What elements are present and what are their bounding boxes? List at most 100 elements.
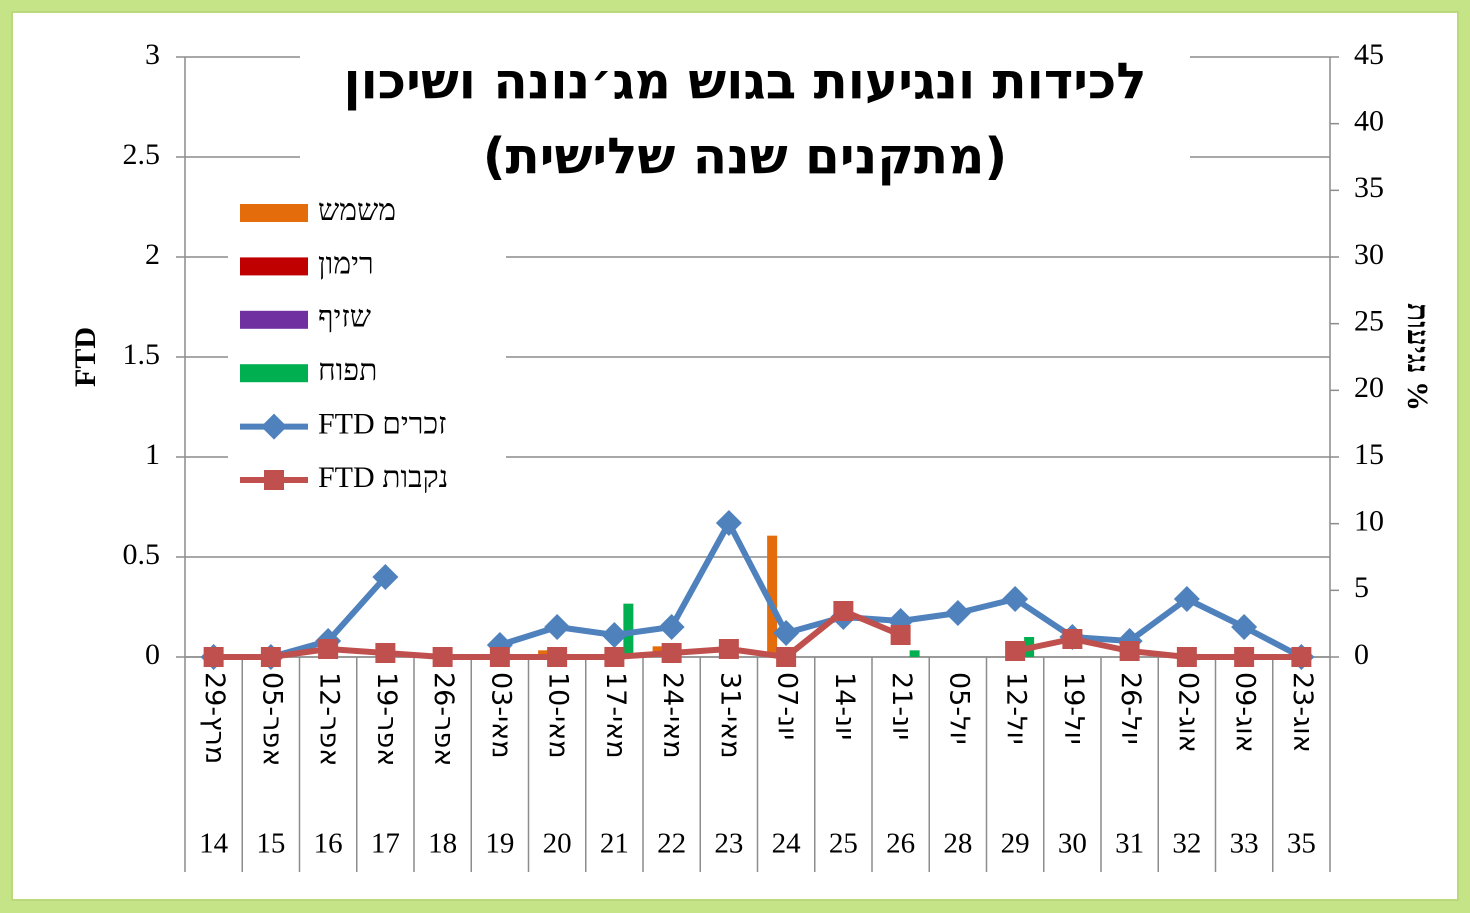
bar [909,650,920,657]
x-tick-label: 07-יונ [772,672,803,740]
x-tick-label: 26-אפר [428,672,459,766]
legend-swatch [240,310,308,329]
legend-swatch [240,364,308,383]
legend-bg [228,190,506,502]
legend: משמש רימון שזיף תפוח זכרים FTD נקבות FTD [228,190,506,502]
week-label: 35 [1287,828,1316,860]
legend-label: רימון [318,247,374,280]
line-marker [375,643,396,663]
line-marker [372,564,399,590]
week-label: 28 [943,828,972,860]
y2-tick-label: 15 [1354,438,1384,471]
line-marker [715,510,742,536]
week-label: 32 [1172,828,1201,860]
x-tick-label: 05-אפר [256,672,287,766]
x-tick-label: 19-אפר [371,672,402,766]
x-tick-label: 19-יול [1058,672,1089,745]
week-label: 24 [772,828,802,860]
line-marker [773,620,800,646]
week-label: 17 [371,828,400,860]
legend-label: נקבות FTD [318,461,448,494]
line-marker [432,647,453,667]
line-marker [547,647,568,667]
x-tick-label: 05-יול [943,672,974,745]
y2-tick-label: 45 [1354,38,1384,71]
legend-label: זכרים FTD [318,407,447,440]
x-tick-label: 14-יונ [829,672,860,740]
week-label: 25 [829,828,858,860]
x-tick-label: 12-יול [1001,672,1032,745]
y-axis-label: FTD [69,327,102,387]
line-marker [1173,586,1200,612]
week-label: 31 [1115,828,1144,860]
y-tick-label: 0 [145,638,160,671]
line-marker [601,622,628,648]
line-marker [604,647,625,667]
legend-label: משמש [318,194,396,227]
line-marker [1119,641,1140,661]
x-tick-label: 09-אוג [1230,672,1261,753]
week-label: 18 [428,828,457,860]
line-marker [318,639,339,659]
y-tick-label: 3 [145,38,160,71]
y2-tick-label: 0 [1354,638,1369,671]
legend-swatch [240,257,308,276]
legend-label: שזיף [318,301,371,334]
legend-swatch [240,204,308,222]
y-tick-label: 1 [145,438,160,471]
line-marker [658,614,685,640]
legend-marker [264,470,284,490]
line-marker [1062,629,1083,649]
y-tick-label: 2.5 [123,138,161,171]
title-bg [300,50,1190,185]
line-marker [661,643,682,663]
line-marker [776,647,797,667]
line-marker [833,601,854,621]
x-tick-label: 29-מרץ [199,672,230,764]
week-label: 23 [714,828,743,860]
x-tick-label: 26-יול [1115,672,1146,745]
line-marker [1176,647,1197,667]
y-tick-label: 0.5 [123,538,161,571]
week-label: 26 [886,828,915,860]
chart-subtitle: (מתקנים שנה שלישית) [483,128,1007,186]
week-label: 19 [485,828,514,860]
week-label: 29 [1001,828,1030,860]
line-marker [544,614,571,640]
y2-tick-label: 25 [1354,305,1384,338]
x-tick-label: 24-מאי [657,672,688,759]
x-tick-label: 21-יונ [886,672,917,740]
x-tick-label: 23-אוג [1287,672,1318,753]
x-tick-label: 31-מאי [714,672,745,759]
line-marker [489,647,510,667]
y-tick-label: 1.5 [123,338,161,371]
x-tick-label: 02-אוג [1172,672,1203,753]
line-marker [718,639,739,659]
x-tick-label: 12-אפר [314,672,345,766]
line-marker [260,647,281,667]
y2-tick-label: 35 [1354,171,1384,204]
chart-title: לכידות ונגיעות בגוש מג׳נונה ושיכון [343,53,1146,111]
y2-tick-label: 5 [1354,571,1369,604]
legend-label: תפוח [318,354,377,387]
x-tick-label: 10-מאי [543,672,574,759]
lines [200,510,1315,670]
y2-tick-label: 40 [1354,105,1384,138]
line-marker [1291,647,1312,667]
line-marker [203,647,224,667]
line-marker [1005,641,1026,661]
week-label: 20 [543,828,572,860]
week-label: 33 [1230,828,1259,860]
week-label: 14 [199,828,229,860]
line-marker [1234,647,1255,667]
x-tick-label: 17-מאי [600,672,631,759]
y2-axis-label: % נגיעות [1401,303,1434,411]
legend-marker [261,413,287,440]
line-marker [944,600,971,626]
week-label: 21 [600,828,629,860]
line-marker [1231,614,1258,640]
y-tick-label: 2 [145,238,160,271]
bar [767,535,778,657]
week-label: 22 [657,828,686,860]
